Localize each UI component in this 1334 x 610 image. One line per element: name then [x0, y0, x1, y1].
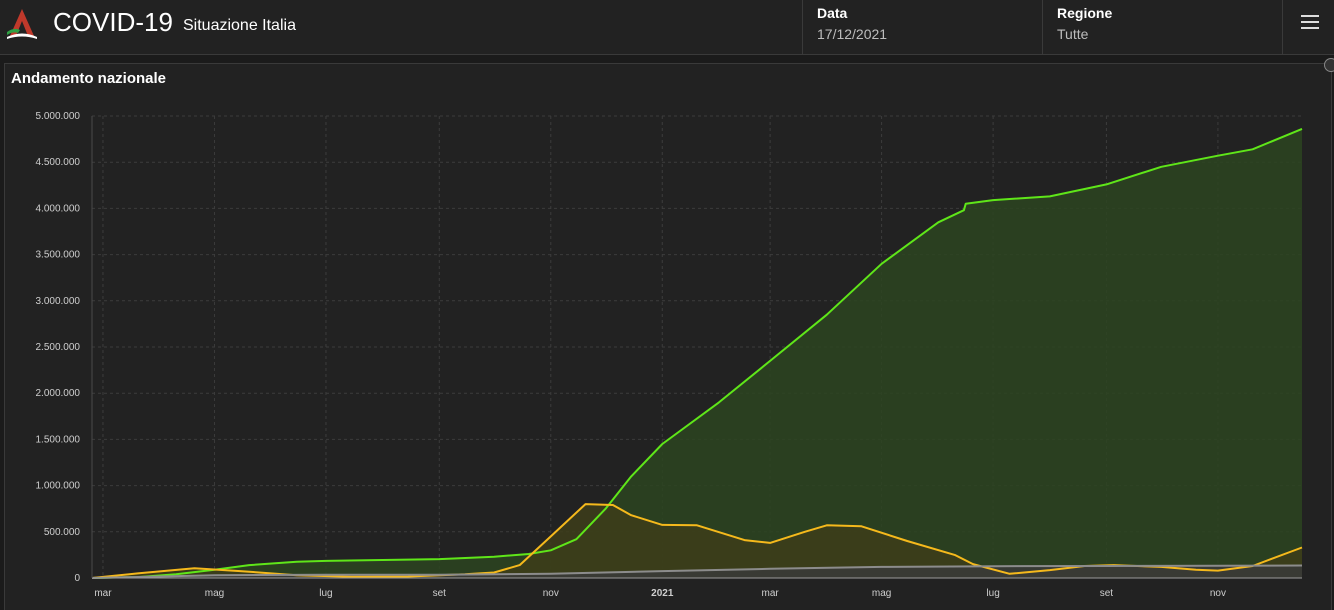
- region-selector[interactable]: Regione Tutte: [1042, 0, 1283, 54]
- y-tick-label: 500.000: [44, 527, 81, 538]
- panel-title: Andamento nazionale: [11, 70, 167, 87]
- y-tick-label: 1.500.000: [36, 434, 81, 445]
- top-bar: COVID-19 Situazione Italia Data 17/12/20…: [0, 0, 1334, 55]
- x-tick-label: nov: [1210, 588, 1226, 599]
- x-tick-label: 2021: [651, 588, 674, 599]
- app-subtitle: Situazione Italia: [183, 17, 296, 34]
- y-tick-label: 2.000.000: [36, 388, 81, 399]
- y-tick-label: 4.500.000: [36, 157, 81, 168]
- x-tick-label: lug: [986, 588, 999, 599]
- app-title: COVID-19: [53, 7, 173, 37]
- x-tick-label: mar: [94, 588, 112, 599]
- region-value: Tutte: [1057, 26, 1089, 42]
- date-label: Data: [817, 5, 848, 21]
- y-tick-label: 3.500.000: [36, 250, 81, 261]
- close-icon[interactable]: [1324, 58, 1334, 72]
- x-tick-label: mag: [205, 588, 224, 599]
- series-area-1: [92, 504, 1302, 578]
- date-selector[interactable]: Data 17/12/2021: [802, 0, 1043, 54]
- series-line-2: [91, 564, 1303, 579]
- x-tick-label: mag: [872, 588, 891, 599]
- x-tick-label: nov: [543, 588, 559, 599]
- y-tick-label: 0: [74, 573, 80, 584]
- region-label: Regione: [1057, 5, 1113, 21]
- hamburger-menu-icon[interactable]: [1282, 0, 1334, 54]
- y-tick-label: 2.500.000: [36, 342, 81, 353]
- x-tick-label: lug: [319, 588, 332, 599]
- y-tick-label: 1.000.000: [36, 481, 81, 492]
- italy-logo-icon: [7, 9, 37, 39]
- y-tick-label: 5.000.000: [36, 111, 81, 122]
- y-tick-label: 4.000.000: [36, 203, 81, 214]
- x-tick-label: set: [433, 588, 447, 599]
- y-tick-label: 3.000.000: [36, 296, 81, 307]
- date-value: 17/12/2021: [817, 26, 888, 42]
- x-tick-label: mar: [761, 588, 779, 599]
- series-area-0: [92, 128, 1302, 578]
- series-line-0: [91, 127, 1303, 579]
- x-tick-label: set: [1100, 588, 1114, 599]
